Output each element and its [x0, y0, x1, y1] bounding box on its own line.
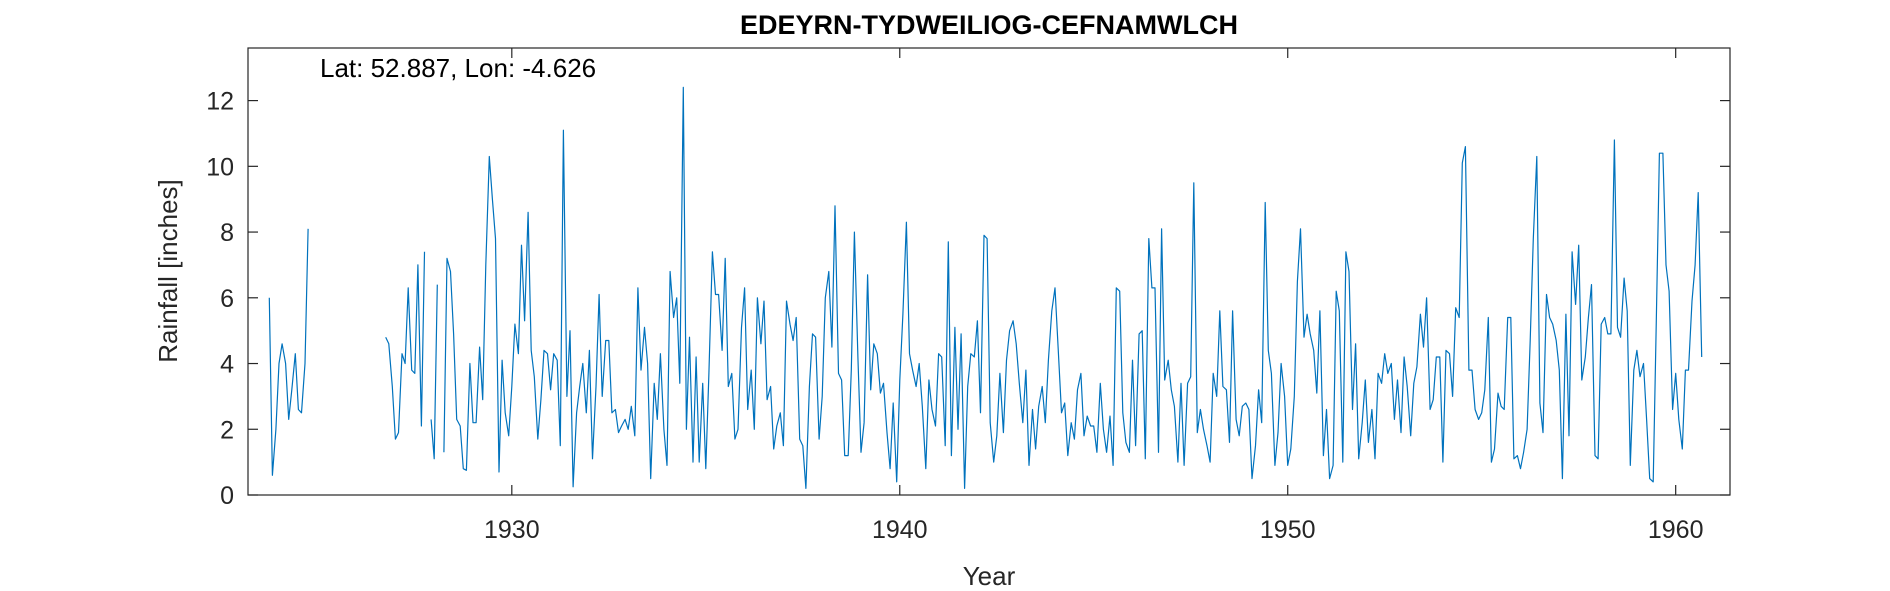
location-annotation: Lat: 52.887, Lon: -4.626 [320, 53, 596, 83]
y-tick-label: 10 [206, 153, 234, 181]
x-tick-label: 1940 [872, 516, 928, 544]
x-axis-label: Year [963, 561, 1016, 591]
axis-ticks: 0 2 4 6 8 10 12 1930 1940 1950 1960 [206, 48, 1730, 544]
y-tick-label: 0 [220, 482, 234, 510]
rainfall-series-line [268, 86, 1703, 489]
plot-area-frame [247, 47, 1731, 496]
y-tick-label: 2 [220, 416, 234, 444]
y-tick-label: 12 [206, 88, 234, 116]
chart-title: EDEYRN-TYDWEILIOG-CEFNAMWLCH [740, 10, 1238, 40]
y-tick-label: 6 [220, 285, 234, 313]
y-tick-label: 8 [220, 219, 234, 247]
y-tick-label: 4 [220, 351, 234, 379]
y-axis-label: Rainfall [inches] [153, 179, 183, 363]
x-tick-label: 1960 [1648, 516, 1704, 544]
x-tick-label: 1950 [1260, 516, 1316, 544]
x-tick-label: 1930 [484, 516, 540, 544]
